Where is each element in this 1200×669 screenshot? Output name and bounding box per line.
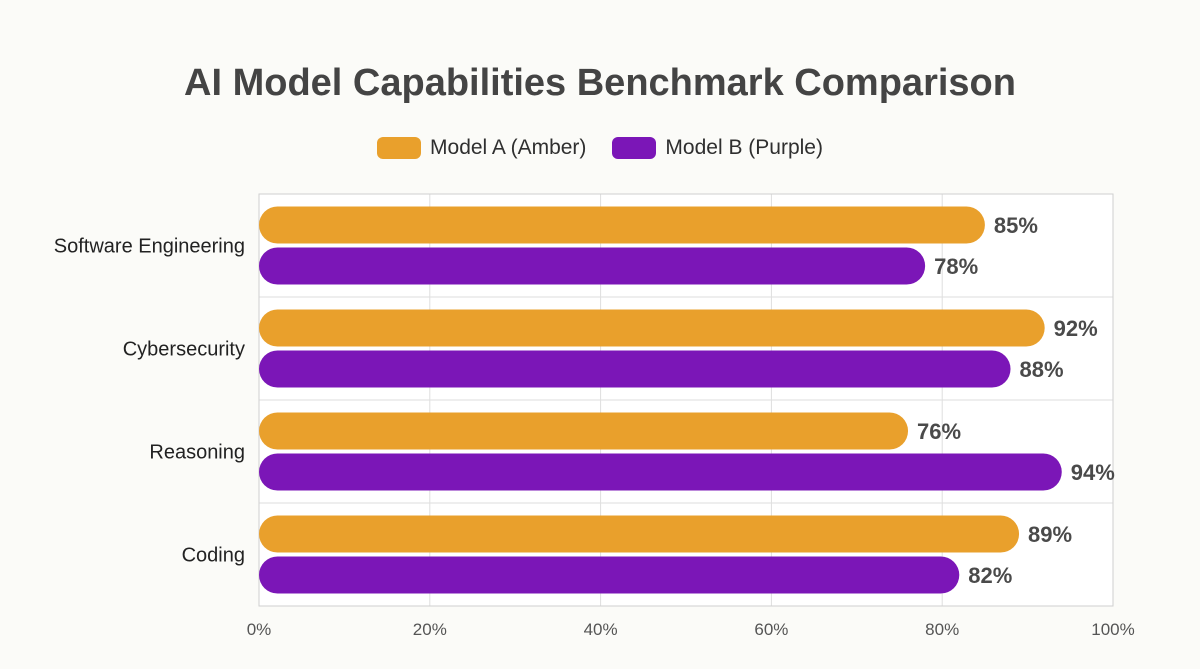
category-label: Software Engineering (54, 236, 245, 258)
category-label: Reasoning (149, 442, 245, 464)
legend-item-model-a[interactable]: Model A (Amber) (377, 136, 586, 160)
bar[interactable] (259, 247, 926, 285)
category-label: Cybersecurity (123, 339, 245, 361)
data-label: 76% (917, 419, 961, 444)
plot-border (258, 193, 1114, 607)
bar[interactable] (259, 556, 960, 594)
data-label: 92% (1054, 316, 1098, 341)
bar[interactable] (259, 515, 1020, 553)
bar[interactable] (259, 309, 1045, 347)
x-tick-label: 0% (247, 620, 272, 639)
x-tick-label: 20% (413, 620, 447, 639)
data-label: 78% (934, 254, 978, 279)
x-tick-label: 100% (1091, 620, 1134, 639)
legend-swatch-model-b (612, 137, 657, 159)
x-tick-label: 60% (754, 620, 788, 639)
x-tick-label: 80% (925, 620, 959, 639)
legend-item-model-b[interactable]: Model B (Purple) (612, 136, 823, 160)
x-tick-label: 40% (584, 620, 618, 639)
bar[interactable] (259, 206, 985, 244)
chart-legend: Model A (Amber) Model B (Purple) (0, 136, 1200, 160)
bar[interactable] (259, 453, 1062, 491)
legend-label-model-b: Model B (Purple) (665, 136, 823, 159)
bar[interactable] (259, 350, 1011, 388)
legend-swatch-model-a (377, 137, 422, 159)
bar[interactable] (259, 412, 909, 450)
data-label: 94% (1071, 460, 1115, 485)
data-label: 85% (994, 213, 1038, 238)
data-label: 82% (968, 563, 1012, 588)
data-label: 89% (1028, 522, 1072, 547)
legend-label-model-a: Model A (Amber) (430, 136, 587, 159)
category-label: Coding (182, 545, 245, 567)
data-label: 88% (1020, 357, 1064, 382)
chart-title: AI Model Capabilities Benchmark Comparis… (184, 62, 1016, 104)
